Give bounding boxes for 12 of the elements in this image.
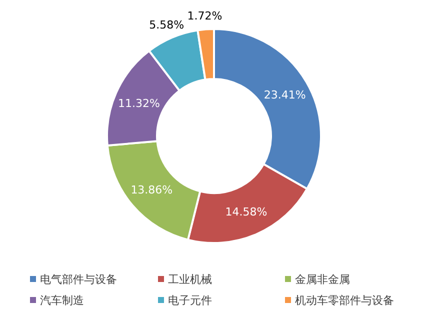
legend-label: 汽车制造 [40, 294, 84, 307]
data-label: 1.72% [187, 9, 222, 22]
data-label: 14.58% [225, 205, 268, 218]
data-label: 23.41% [264, 88, 306, 102]
legend-label: 电气部件与设备 [40, 273, 117, 286]
legend-label: 工业机械 [168, 273, 212, 286]
legend-label: 机动车零部件与设备 [295, 294, 394, 307]
legend-label: 电子元件 [168, 294, 212, 307]
data-label: 11.32% [118, 96, 160, 110]
data-label: 13.86% [130, 183, 173, 196]
legend-label: 金属非金属 [295, 273, 350, 286]
data-label: 5.58% [149, 18, 184, 32]
